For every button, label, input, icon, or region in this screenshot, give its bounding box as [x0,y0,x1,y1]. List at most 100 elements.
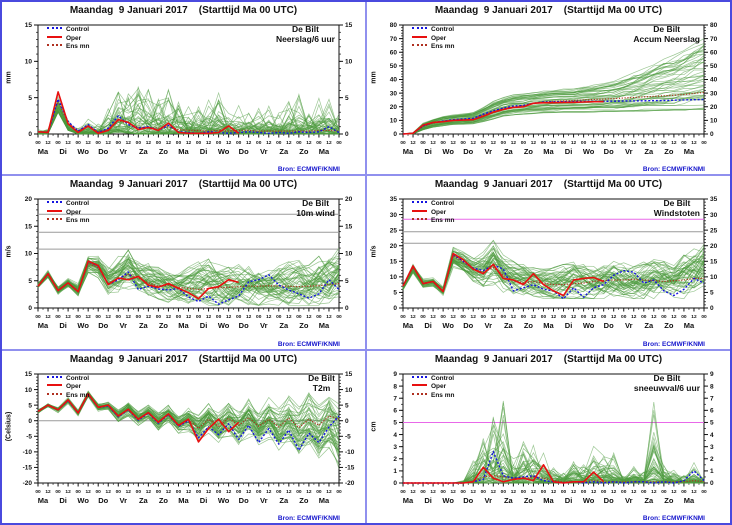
variable-name: T2m [312,382,331,393]
hour-tick-label: 00 [35,489,41,495]
hour-tick-label: 12 [286,140,292,146]
hour-tick-label: 12 [65,140,71,146]
hour-tick-label: 00 [601,314,607,320]
hour-tick-label: 12 [126,140,132,146]
y-tick-label: 6 [710,407,714,414]
control-line-swatch [47,375,62,378]
y-tick-label: 20 [345,197,353,204]
y-axis-unit-label: m/s [370,245,378,258]
y-tick-label: 15 [25,224,33,231]
y-axis: 0 0 5 5 10 10 15 15 20 20 25 25 30 30 35 35 [390,197,718,313]
source-credit: Bron: ECMWF/KNMI [277,514,340,522]
station-label: De Bilt 10m wind [296,198,335,218]
y-tick-label: 10 [390,118,398,125]
legend-label: Ens mn [431,217,455,225]
day-label: Do [604,321,614,330]
legend-label: Control [431,200,455,208]
legend-item-oper: Oper [47,383,89,392]
y-tick-label: 5 [710,419,714,426]
hour-tick-label: 00 [461,140,467,146]
hour-tick-label: 00 [196,140,202,146]
hour-tick-label: 00 [440,140,446,146]
hour-tick-label: 00 [581,140,587,146]
control-line-swatch [412,27,427,29]
y-tick-label: 15 [345,224,353,231]
oper-line-swatch [412,209,427,212]
hour-tick-label: 12 [491,140,497,146]
y-axis-unit-label: mm [370,71,378,84]
hour-tick-label: 00 [55,314,61,320]
day-label: Di [200,496,208,505]
hour-tick-label: 12 [186,314,192,320]
y-axis-unit-label: (Celsius) [5,411,13,441]
y-tick-label: 9 [710,371,714,378]
panel-title: Maandag 9 Januari 2017 (Starttijd Ma 00 … [434,5,663,16]
day-label: Vr [260,321,268,330]
hour-tick-label: 00 [581,489,587,495]
y-tick-label: 60 [710,49,718,56]
y-tick-label: 5 [710,290,714,297]
panel-windstoten: Maandag 9 Januari 2017 (Starttijd Ma 00 … [367,176,730,349]
hour-tick-label: 12 [551,489,557,495]
y-axis-unit-label: cm [370,421,378,432]
ensemble-member-line [37,99,340,134]
panel-title: Maandag 9 Januari 2017 (Starttijd Ma 00 … [434,179,663,191]
panel-accum-neerslag: Maandag 9 Januari 2017 (Starttijd Ma 00 … [367,2,730,175]
hour-tick-label: 12 [450,140,456,146]
day-label: Do [98,321,108,330]
y-tick-label: 0 [28,306,32,313]
hour-tick-label: 00 [621,314,627,320]
day-label: Za [504,147,514,156]
day-label: Ma [38,147,49,156]
station-name: De Bilt [292,24,319,34]
source-credit: Bron: ECMWF/KNMI [277,340,340,348]
hour-tick-label: 00 [55,140,61,146]
control-line-swatch [412,201,427,204]
oper-line-swatch [47,209,62,212]
variable-name: Neerslag/6 uur [275,34,335,44]
y-tick-label: 0 [393,131,397,138]
oper-line [37,260,239,300]
hour-tick-label: 12 [651,314,657,320]
hour-tick-label: 00 [561,314,567,320]
y-tick-label: -15 [345,464,355,471]
hour-tick-label: 00 [521,489,527,495]
hour-tick-label: 12 [166,140,172,146]
hour-tick-label: 12 [186,140,192,146]
hour-tick-label: 12 [471,314,477,320]
y-tick-label: 35 [710,197,718,204]
ens-mean-line [37,263,340,292]
y-tick-label: 6 [393,407,397,414]
y-tick-label: 7 [393,395,397,402]
hour-tick-label: 00 [96,140,102,146]
source-credit: Bron: ECMWF/KNMI [642,166,705,174]
y-tick-label: 80 [390,22,398,29]
legend-item-ens-mean: Ens mn [47,217,89,226]
day-label: Ma [38,321,49,330]
y-tick-label: 10 [710,274,718,281]
hour-tick-label: 00 [661,314,667,320]
chart-legend: Control Oper Ens mn [412,200,454,226]
hour-tick-label: 00 [116,489,122,495]
source-credit: Bron: ECMWF/KNMI [277,166,340,174]
hour-tick-label: 12 [410,314,416,320]
hour-tick-label: 12 [691,314,697,320]
ensemble-lines [402,38,705,135]
y-axis-unit-label: mm [5,71,13,84]
hour-tick-label: 00 [336,314,342,320]
source-credit: Bron: ECMWF/KNMI [642,514,705,522]
y-tick-label: 0 [345,418,349,425]
hour-tick-label: 12 [631,314,637,320]
day-label: Ma [38,496,49,505]
y-tick-label: -20 [23,480,33,487]
y-axis: 0 0 10 10 20 20 30 30 40 40 50 50 60 60 70 70 80 80 [390,22,718,138]
y-tick-label: 0 [28,131,32,138]
hour-tick-label: 12 [286,489,292,495]
y-tick-label: 5 [345,402,349,409]
hour-tick-label: 00 [296,489,302,495]
day-label: Do [604,147,614,156]
day-label: Ma [543,496,554,505]
day-label: Vr [260,147,268,156]
hour-tick-label: 00 [400,489,406,495]
